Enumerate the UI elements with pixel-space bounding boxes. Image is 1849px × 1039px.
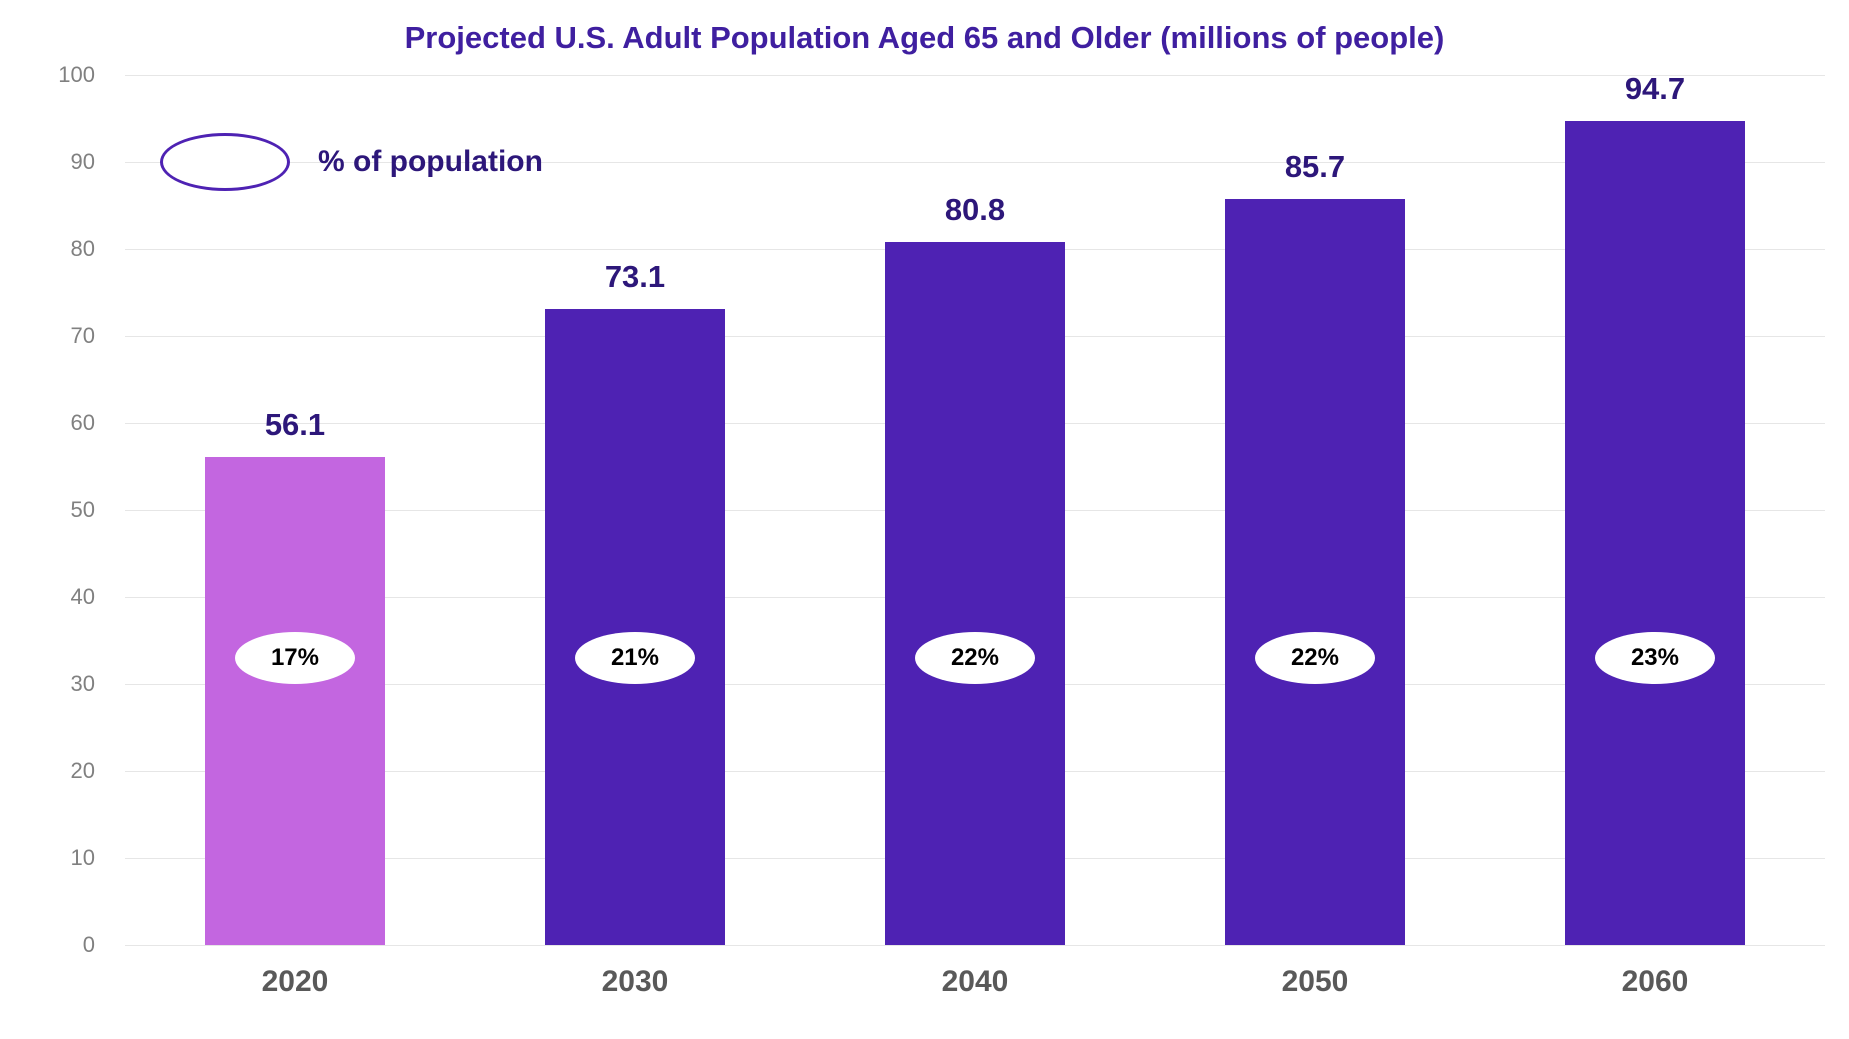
percent-ellipse: 17% [235, 632, 355, 684]
ytick-label: 30 [45, 671, 95, 697]
percent-ellipse: 21% [575, 632, 695, 684]
percent-ellipse: 23% [1595, 632, 1715, 684]
ytick-label: 60 [45, 410, 95, 436]
legend-text: % of population [318, 145, 543, 179]
ytick-label: 20 [45, 758, 95, 784]
bar: 94.723% [1565, 121, 1745, 945]
ytick-label: 70 [45, 323, 95, 349]
ytick-label: 100 [45, 62, 95, 88]
xtick-label: 2050 [1145, 965, 1485, 999]
xtick-label: 2020 [125, 965, 465, 999]
bar: 73.121% [545, 309, 725, 945]
ytick-label: 0 [45, 932, 95, 958]
ytick-label: 80 [45, 236, 95, 262]
percent-ellipse: 22% [1255, 632, 1375, 684]
xtick-label: 2060 [1485, 965, 1825, 999]
ytick-label: 50 [45, 497, 95, 523]
chart-title: Projected U.S. Adult Population Aged 65 … [0, 20, 1849, 56]
ytick-label: 10 [45, 845, 95, 871]
bar-value-label: 56.1 [205, 407, 385, 443]
xtick-label: 2030 [465, 965, 805, 999]
plot-area: 010203040506070809010056.117%202073.121%… [125, 75, 1825, 945]
xtick-label: 2040 [805, 965, 1145, 999]
bar-value-label: 94.7 [1565, 71, 1745, 107]
percent-ellipse: 22% [915, 632, 1035, 684]
ytick-label: 40 [45, 584, 95, 610]
gridline [125, 945, 1825, 946]
bar: 80.822% [885, 242, 1065, 945]
legend: % of population [160, 133, 543, 191]
ytick-label: 90 [45, 149, 95, 175]
bar-value-label: 80.8 [885, 192, 1065, 228]
bar: 85.722% [1225, 199, 1405, 945]
legend-ellipse-icon [160, 133, 290, 191]
bar-value-label: 85.7 [1225, 149, 1405, 185]
bar: 56.117% [205, 457, 385, 945]
chart-container: Projected U.S. Adult Population Aged 65 … [0, 0, 1849, 1039]
bar-value-label: 73.1 [545, 259, 725, 295]
